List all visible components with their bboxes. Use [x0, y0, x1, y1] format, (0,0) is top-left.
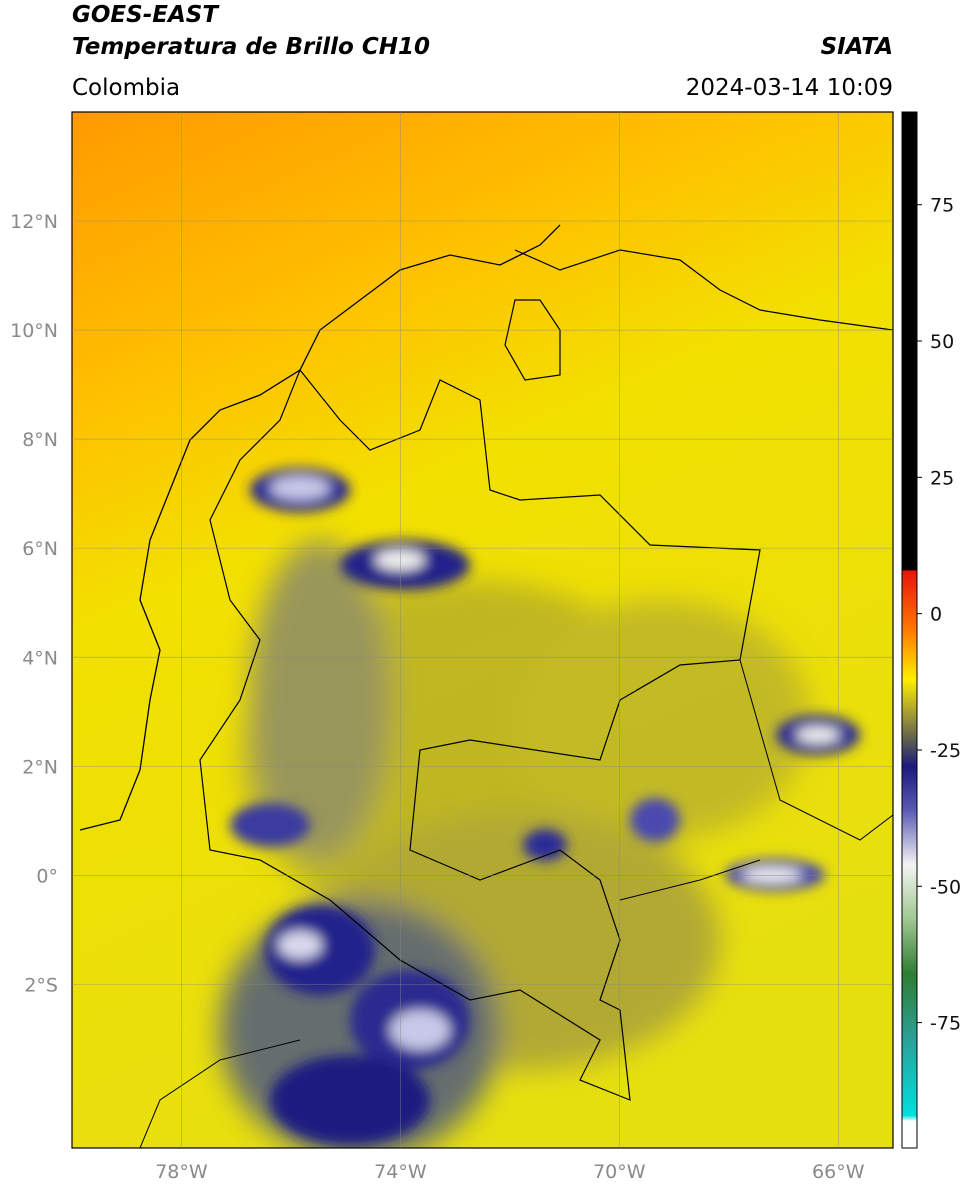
region: Colombia: [72, 75, 180, 101]
subtitle: Temperatura de Brillo CH10: [72, 34, 430, 60]
colorbar-segment: [902, 630, 917, 680]
colorbar-frame: [901, 111, 918, 1149]
title: GOES-EAST: [72, 2, 220, 28]
colorbar-tick-label: 0: [930, 604, 942, 626]
colorbar-segment: [902, 711, 917, 740]
y-tick-label: 6°N: [22, 538, 58, 560]
colorbar-segment: [902, 864, 917, 920]
colorbar-segment: [902, 1038, 917, 1116]
timestamp: 2024-03-14 10:09: [686, 75, 893, 101]
colorbar-segment: [902, 766, 917, 811]
colorbar-segment: [902, 739, 917, 767]
source: SIATA: [821, 34, 893, 60]
colorbar-segment: [902, 973, 917, 1040]
map-frame: [71, 111, 894, 1149]
colorbar-tick-label: -50: [930, 876, 961, 898]
colorbar-segment: [902, 918, 917, 975]
y-tick-label: 4°N: [22, 647, 58, 669]
x-tick-label: 78°W: [155, 1161, 208, 1183]
colorbar-tick-label: 50: [930, 331, 954, 353]
y-tick-label: 2°N: [22, 756, 58, 778]
colorbar-segment: [902, 809, 917, 865]
x-tick-label: 74°W: [374, 1161, 427, 1183]
colorbar-tick-label: 25: [930, 467, 954, 489]
colorbar-segment: [902, 679, 917, 713]
x-tick-label: 66°W: [812, 1161, 865, 1183]
colorbar-segment: [902, 112, 917, 571]
y-tick-label: 2°S: [24, 974, 58, 996]
x-tick-label: 70°W: [593, 1161, 646, 1183]
colorbar-segment: [902, 1120, 917, 1149]
y-tick-label: 0°: [36, 865, 58, 887]
colorbar-segment: [902, 1115, 917, 1122]
y-tick-label: 8°N: [22, 429, 58, 451]
y-tick-label: 12°N: [10, 211, 58, 233]
map-image: [72, 112, 893, 1148]
colorbar-tick-label: -75: [930, 1013, 961, 1035]
colorbar-segment: [902, 570, 917, 631]
colorbar-tick-label: 75: [930, 195, 954, 217]
colorbar-segment: [902, 570, 917, 572]
y-tick-label: 10°N: [10, 320, 58, 342]
colorbar-tick-label: -25: [930, 740, 961, 762]
